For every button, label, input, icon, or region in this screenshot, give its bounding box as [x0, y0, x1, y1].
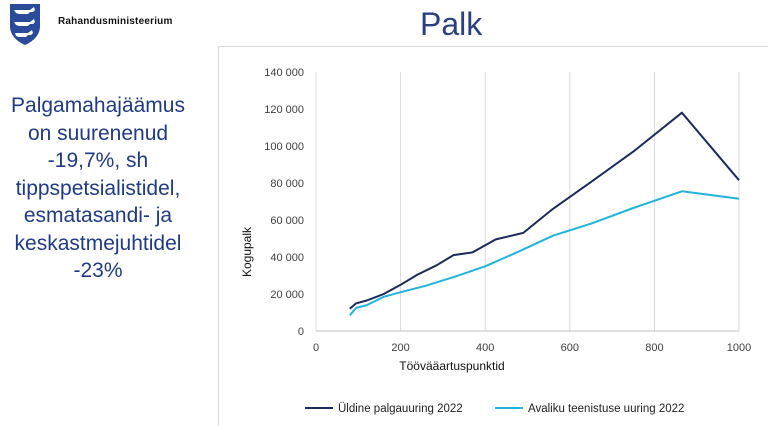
series-line-1 [349, 111, 740, 310]
axis-layer: 0 200 400 600 800 1000 0 20 000 40 000 60 000 80 0… [264, 67, 751, 354]
y-tick-label: 20 000 [270, 289, 304, 301]
side-statement-line: esmatasandi- ja [23, 204, 173, 227]
x-tick-label: 1000 [727, 342, 751, 354]
x-tick-label: 200 [391, 342, 409, 354]
side-statement-line: on suurenenud [27, 121, 169, 145]
legend-label-series-2: Avaliku teenistuse uuring 2022 [528, 403, 684, 415]
x-tick-label: 0 [313, 342, 319, 354]
side-statement-line: Palgamahajäämus [11, 94, 185, 117]
x-tick-label: 400 [476, 342, 494, 354]
y-tick-label: 100 000 [264, 141, 304, 153]
y-tick-label: 60 000 [270, 215, 304, 227]
side-statement-line: keskastmejuhtidel [14, 231, 182, 255]
x-axis-label: Töövääartuspunktid [399, 359, 504, 373]
y-tick-label: 140 000 [264, 67, 304, 79]
side-statement: Palgamahajäämus on suurenenud -19,7%, sh… [0, 92, 196, 285]
side-statement-line: -23% [73, 259, 123, 282]
legend: Üldine palgauuring 2022 Avaliku teenistu… [305, 403, 684, 415]
series-line-2 [349, 190, 740, 316]
chart-panel: 0 200 400 600 800 1000 0 20 000 40 000 60 000 80 0… [218, 46, 768, 426]
side-statement-line: -19,7%, sh [47, 149, 149, 172]
slide-title: Palk [420, 6, 483, 42]
ministry-name: Rahandusministeerium [58, 16, 173, 27]
x-tick-label: 800 [645, 342, 663, 354]
grid-layer [315, 72, 740, 331]
legend-label-series-1: Üldine palgauuring 2022 [338, 403, 463, 415]
y-tick-label: 120 000 [264, 104, 304, 116]
x-tick-label: 600 [561, 342, 579, 354]
y-tick-label: 40 000 [270, 252, 304, 264]
salary-line-chart: 0 200 400 600 800 1000 0 20 000 40 000 60 000 80 0… [240, 67, 751, 415]
coat-of-arms-logo [10, 4, 40, 45]
side-statement-line: tippspetsialistidel, [15, 176, 181, 200]
y-tick-label: 80 000 [270, 178, 304, 190]
series-layer [349, 111, 740, 316]
y-axis-label: Kogupalk [240, 226, 254, 277]
y-tick-label: 0 [298, 326, 304, 338]
